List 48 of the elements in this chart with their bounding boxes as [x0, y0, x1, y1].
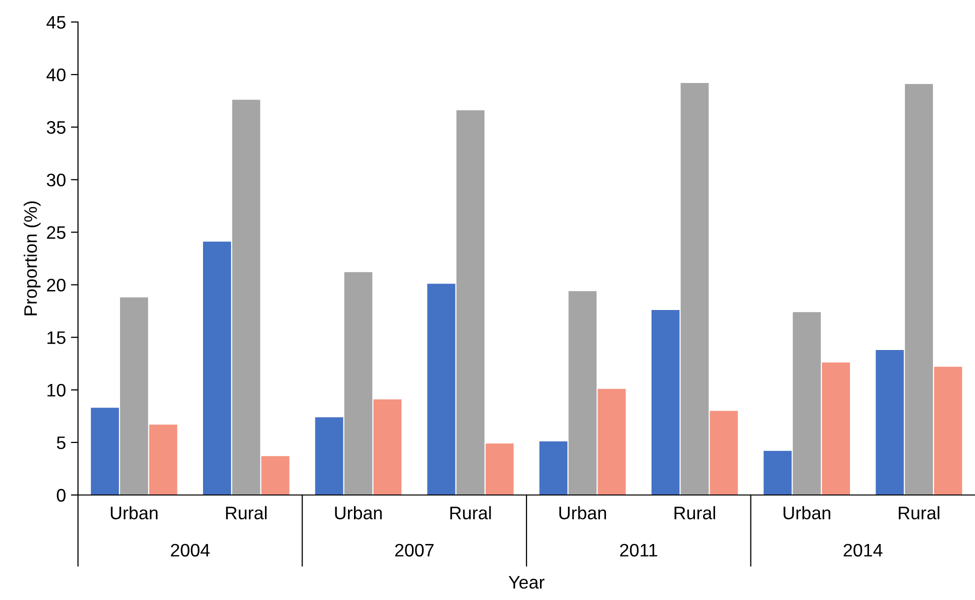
y-tick-label: 40	[46, 68, 66, 82]
x-tick-label: Rural	[450, 506, 491, 520]
text: 2007	[395, 544, 434, 557]
bar	[203, 242, 232, 495]
bar	[232, 100, 260, 495]
text: 2004	[170, 544, 210, 557]
bar	[120, 297, 148, 495]
x-tick-label: Urban	[335, 506, 382, 520]
x-tick-label: Urban	[110, 506, 158, 520]
y-tick-label: 0	[56, 488, 66, 502]
bar	[373, 399, 402, 495]
x-tick-label: Urban	[784, 506, 830, 520]
bar	[764, 450, 792, 495]
bar	[149, 424, 178, 495]
text: 2014	[844, 544, 882, 557]
bar	[456, 110, 484, 495]
y-tick-label: 5	[56, 436, 66, 450]
x-tick-label: Rural	[674, 506, 716, 520]
bar	[876, 350, 904, 495]
bar	[315, 417, 344, 495]
y-tick-label: 15	[47, 331, 66, 344]
bar	[652, 310, 680, 495]
bar	[568, 291, 597, 495]
bar	[904, 84, 933, 495]
x-tick-label: Urban	[559, 506, 606, 520]
bar	[486, 443, 514, 495]
bar	[261, 456, 290, 495]
y-tick-label: 45	[46, 16, 66, 29]
bar	[822, 362, 850, 495]
bar	[792, 312, 821, 495]
y-tick-label: 10	[47, 384, 66, 397]
y-tick-label: 25	[47, 226, 66, 239]
bar	[598, 388, 626, 495]
y-axis-title: Proportion (%)	[24, 201, 41, 316]
bar	[680, 82, 709, 495]
x-axis-title: Year	[508, 576, 544, 589]
text: 2011	[620, 544, 658, 557]
bar	[90, 408, 119, 495]
x-tick-label: Rural	[898, 506, 940, 520]
bar	[427, 284, 456, 495]
bar	[344, 272, 372, 495]
x-tick-label: Rural	[226, 506, 267, 520]
y-tick-label: 35	[46, 121, 66, 134]
bar	[934, 366, 962, 495]
y-tick-label: 30	[46, 174, 66, 186]
bar	[539, 441, 568, 495]
y-tick-label: 20	[47, 278, 66, 292]
bar	[710, 410, 738, 495]
